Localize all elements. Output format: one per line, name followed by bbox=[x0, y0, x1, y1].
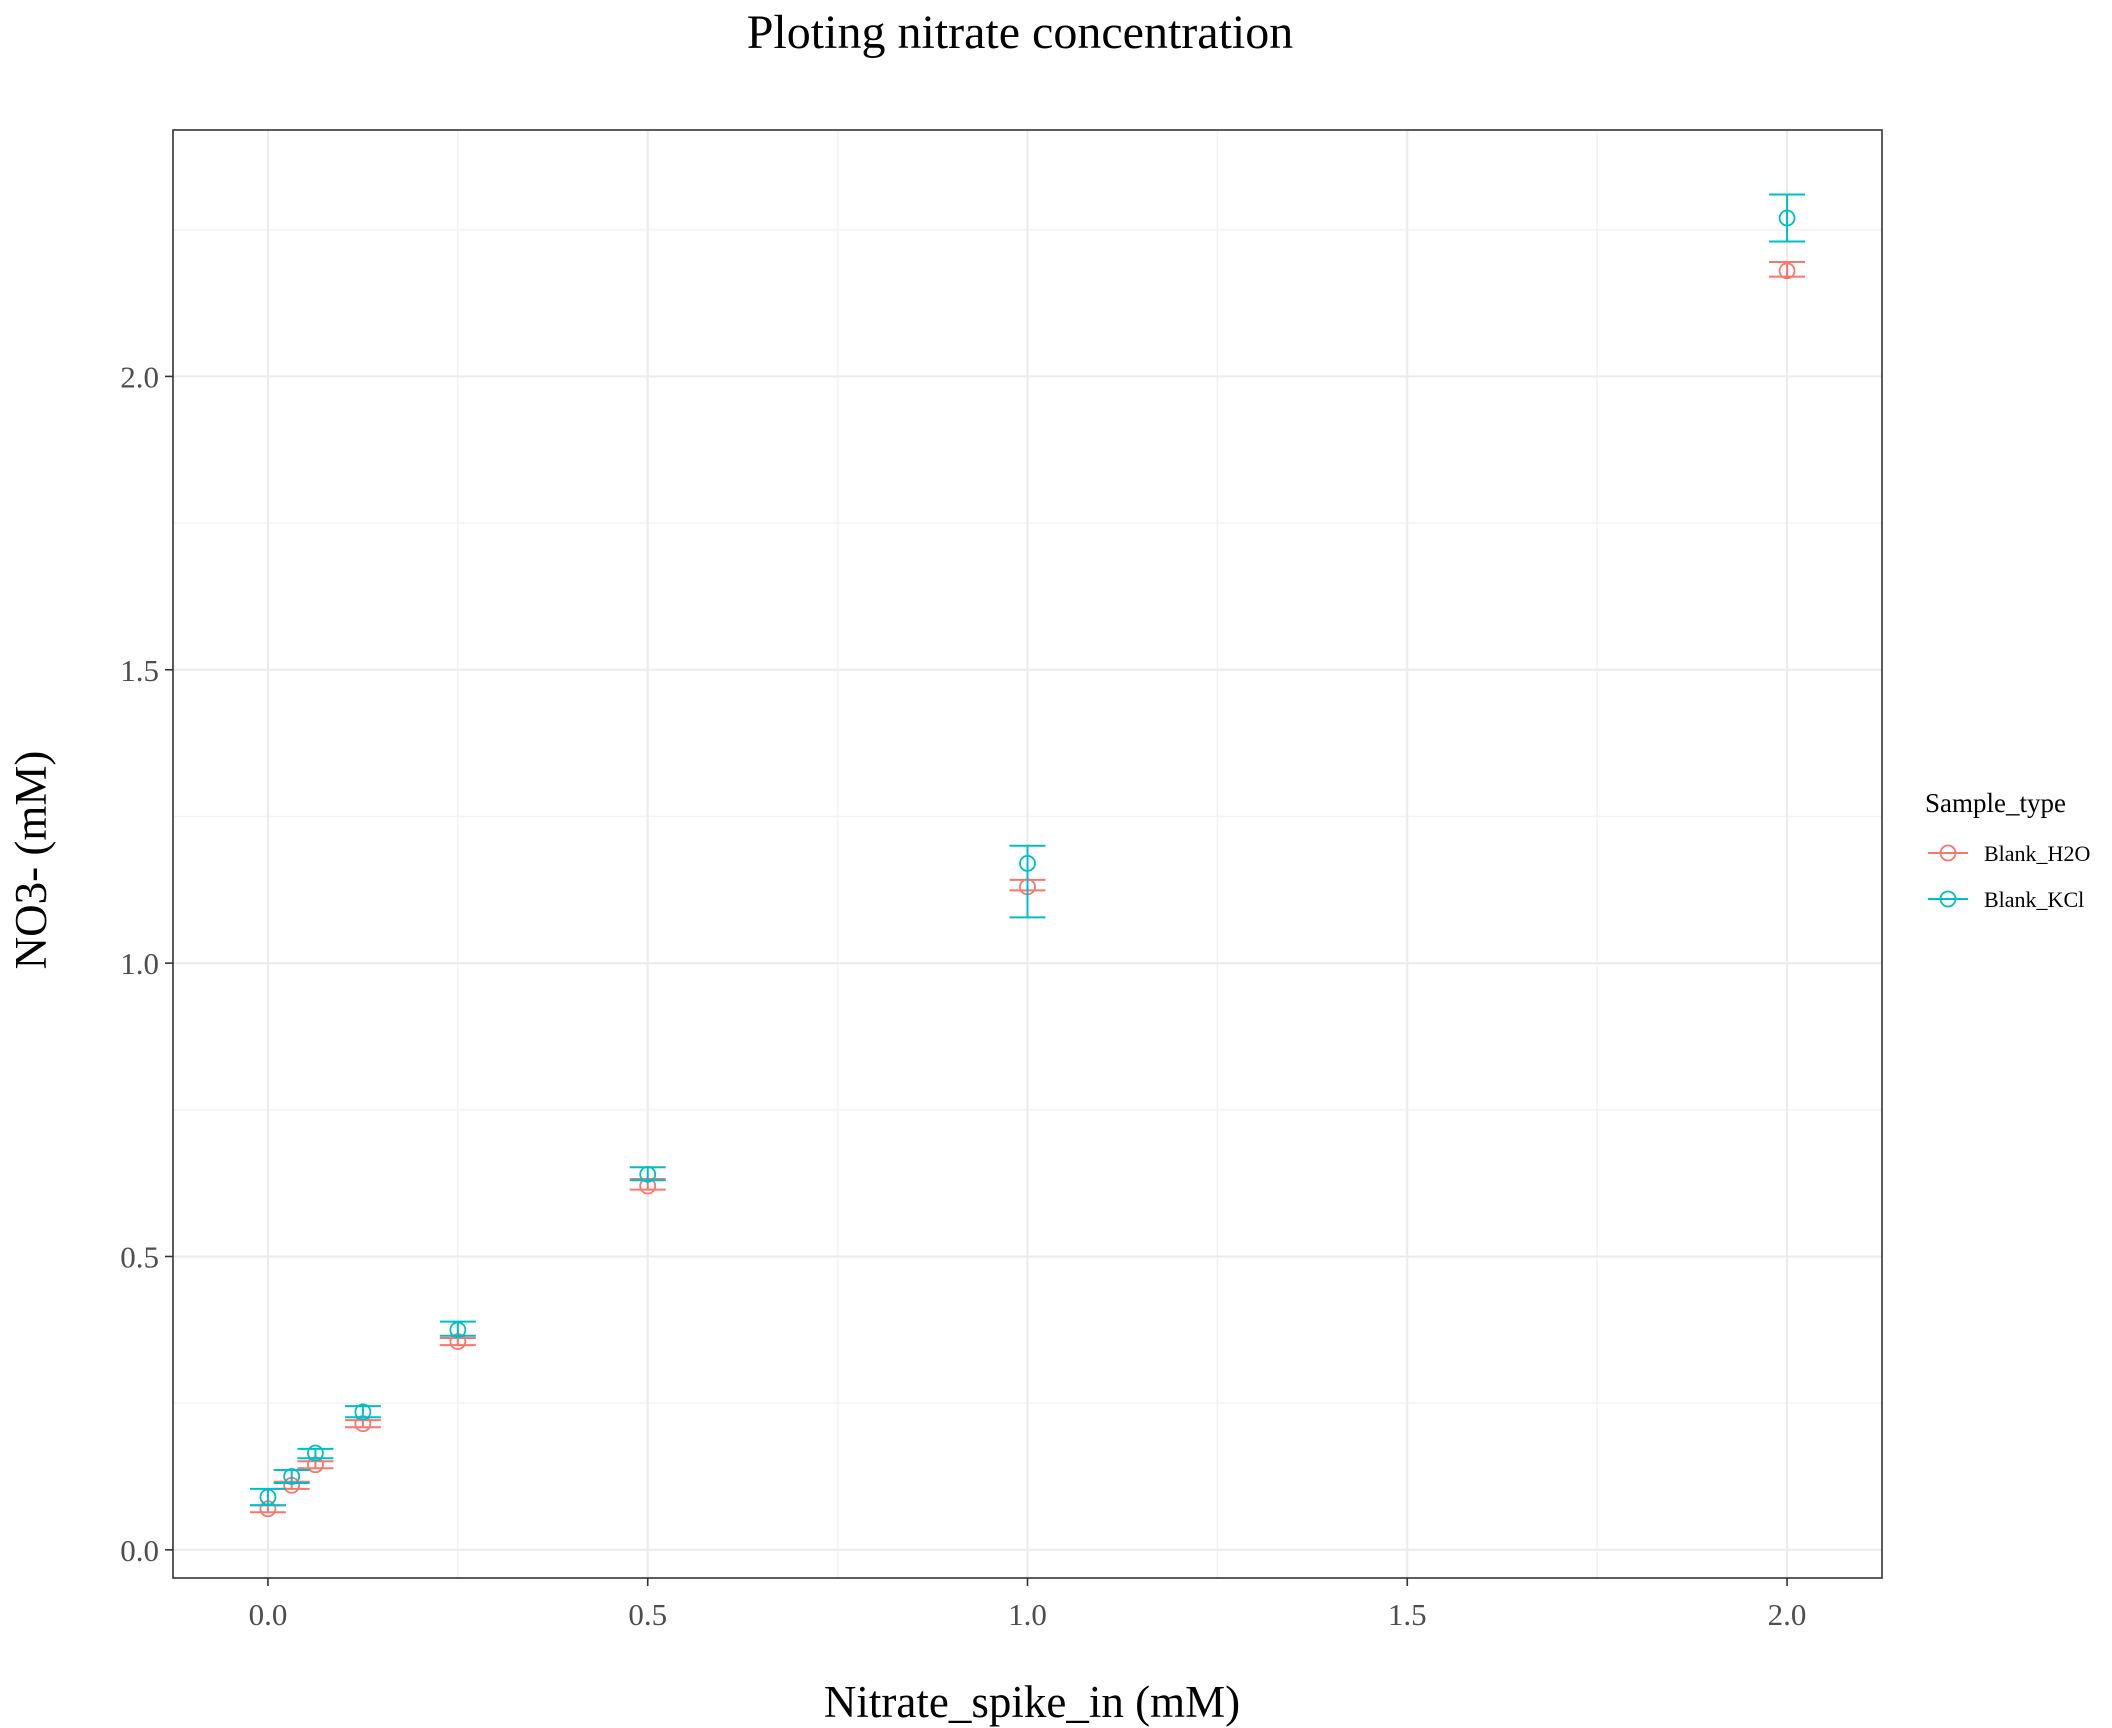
x-tick-label: 1.0 bbox=[1008, 1597, 1047, 1632]
data-point bbox=[259, 1488, 277, 1506]
x-tick-label: 1.5 bbox=[1388, 1597, 1427, 1632]
series-layer bbox=[249, 193, 1806, 1518]
legend-title: Sample_type bbox=[1925, 788, 2066, 818]
x-axis-title: Nitrate_spike_in (mM) bbox=[824, 1677, 1240, 1727]
series-blank-kcl bbox=[249, 193, 1806, 1507]
data-point bbox=[639, 1165, 657, 1183]
legend-key-blank-h2o bbox=[1928, 844, 1968, 862]
data-point bbox=[1019, 854, 1036, 872]
y-tick-label: 0.0 bbox=[120, 1533, 159, 1568]
x-tick-label: 2.0 bbox=[1768, 1597, 1807, 1632]
y-axis-title: NO3- (mM) bbox=[6, 751, 56, 970]
data-point bbox=[307, 1444, 324, 1462]
data-point bbox=[283, 1468, 301, 1485]
legend: Sample_type Blank_H2O Blank_KCl bbox=[1925, 788, 2090, 912]
legend-label-blank-h2o: Blank_H2O bbox=[1984, 841, 2090, 866]
y-tick-label: 2.0 bbox=[120, 359, 159, 394]
legend-key-blank-kcl bbox=[1928, 890, 1968, 908]
y-tick-label: 1.5 bbox=[120, 653, 159, 688]
data-point bbox=[1778, 262, 1796, 280]
y-tick-label: 1.0 bbox=[120, 946, 159, 981]
axes: 0.0 0.5 1.0 1.5 2.0 0.0 0.5 1.0 1.5 2.0 bbox=[120, 359, 1806, 1632]
y-tick-label: 0.5 bbox=[120, 1239, 159, 1274]
data-point bbox=[354, 1403, 372, 1421]
chart-title: Ploting nitrate concentration bbox=[747, 6, 1294, 59]
legend-swatch-point bbox=[1939, 890, 1957, 908]
legend-label-blank-kcl: Blank_KCl bbox=[1984, 887, 2084, 912]
x-tick-label: 0.5 bbox=[628, 1597, 667, 1632]
x-tick-label: 0.0 bbox=[249, 1597, 288, 1632]
data-point bbox=[1778, 209, 1796, 227]
legend-swatch-point bbox=[1939, 844, 1957, 862]
data-point bbox=[449, 1321, 467, 1339]
